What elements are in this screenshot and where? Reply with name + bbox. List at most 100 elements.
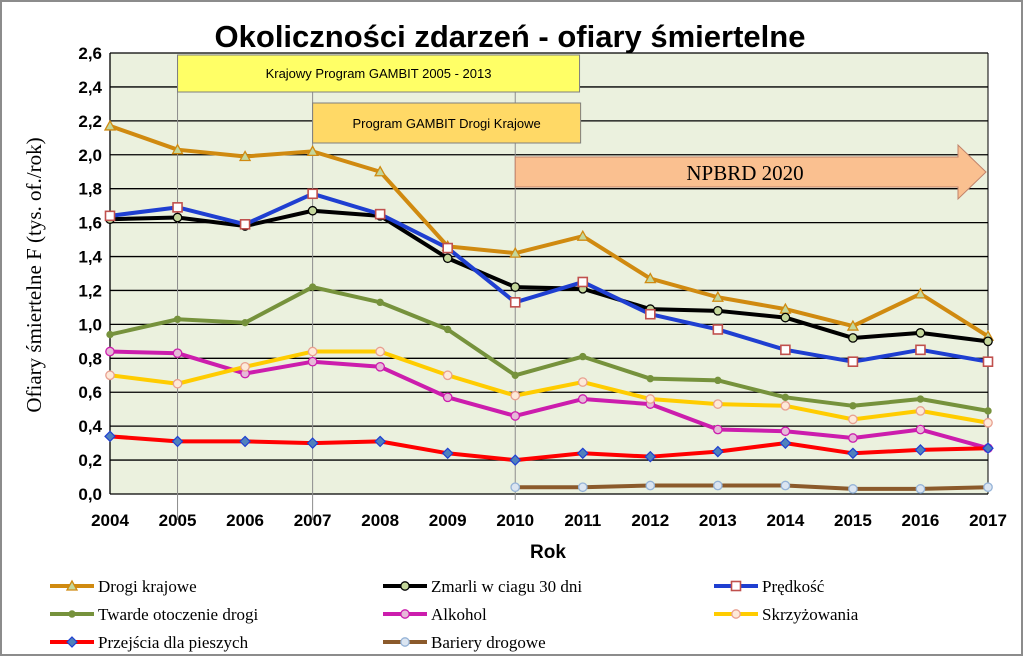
- data-point: [172, 212, 183, 223]
- x-tick-label: 2007: [294, 511, 332, 530]
- data-point: [308, 283, 317, 291]
- x-tick-label: 2015: [834, 511, 872, 530]
- data-point: [780, 480, 791, 491]
- data-point: [849, 402, 857, 410]
- data-point: [576, 229, 589, 241]
- x-tick-labels: 2004 2005 2006 2007 2008 2009 2010 2011 2012 2013…: [91, 511, 1007, 530]
- data-point: [577, 377, 588, 387]
- legend-item: Alkohol: [383, 605, 487, 624]
- x-tick-label: 2006: [226, 511, 264, 530]
- legend-label: Skrzyżowania: [762, 605, 859, 624]
- data-point: [712, 424, 723, 435]
- data-point: [915, 406, 926, 416]
- annotation-gambit-box: [177, 54, 581, 93]
- data-point: [374, 208, 386, 220]
- y-tick-label: 2,2: [78, 112, 102, 131]
- annotation-gambit-dk-label: Program GAMBIT Drogi Krajowe: [352, 116, 540, 131]
- legend-item: Twarde otoczenie drogi: [50, 605, 259, 624]
- data-point: [104, 210, 116, 222]
- data-point: [106, 330, 114, 339]
- data-point: [306, 437, 319, 449]
- data-point: [172, 378, 183, 389]
- data-point: [847, 447, 859, 460]
- data-point: [712, 305, 723, 316]
- y-tick-label: 0,4: [78, 417, 102, 436]
- data-point: [577, 482, 588, 493]
- data-point: [848, 433, 858, 443]
- y-tick-label: 1,6: [78, 214, 102, 233]
- data-point: [375, 346, 386, 357]
- legend-item: Zmarli w ciagu 30 dni: [383, 577, 582, 596]
- legend-item: Bariery drogowe: [383, 633, 546, 652]
- series-line: [108, 349, 990, 425]
- series-line: [108, 123, 990, 339]
- data-point: [307, 188, 318, 200]
- data-point: [511, 371, 519, 379]
- data-point: [982, 442, 994, 455]
- y-axis-title: Ofiary śmiertelne F (tys. of./rok): [22, 137, 46, 412]
- data-point: [780, 344, 791, 356]
- data-point: [375, 361, 386, 372]
- data-point: [645, 308, 656, 320]
- data-point: [442, 370, 453, 381]
- data-point: [646, 374, 655, 383]
- data-point: [510, 390, 521, 401]
- data-point: [577, 394, 588, 404]
- data-point: [915, 484, 926, 494]
- data-point: [780, 312, 791, 323]
- x-tick-label: 2010: [496, 511, 534, 530]
- legend-item: Drogi krajowe: [50, 577, 197, 596]
- x-tick-label: 2005: [159, 511, 197, 530]
- y-tick-label: 0,8: [78, 349, 102, 368]
- y-tick-label: 1,8: [78, 180, 102, 199]
- data-point: [714, 376, 722, 385]
- data-point: [780, 426, 791, 437]
- data-point: [442, 242, 453, 254]
- data-point: [915, 424, 926, 435]
- data-point: [846, 319, 860, 331]
- data-point: [307, 346, 318, 357]
- data-point: [914, 444, 927, 456]
- data-point: [441, 447, 454, 460]
- data-point: [645, 394, 656, 404]
- data-point: [443, 325, 452, 334]
- legend: Drogi krajowe Zmarli w ciagu 30 dni Prędko…: [50, 577, 859, 652]
- data-point: [914, 287, 927, 299]
- data-point: [374, 435, 387, 448]
- legend-label: Bariery drogowe: [431, 633, 546, 652]
- data-point: [65, 579, 79, 591]
- data-point: [172, 348, 183, 359]
- data-point: [731, 609, 741, 619]
- y-tick-label: 1,2: [78, 281, 102, 300]
- data-point: [644, 450, 657, 463]
- data-point: [983, 417, 993, 428]
- data-point: [442, 253, 453, 264]
- data-point: [982, 356, 994, 368]
- legend-label: Twarde otoczenie drogi: [98, 605, 259, 624]
- data-point: [848, 414, 858, 425]
- annotation-gambit-dk-box: [312, 102, 582, 144]
- data-point: [173, 315, 182, 323]
- legend-label: Przejścia dla pieszych: [98, 633, 249, 652]
- data-point: [781, 393, 790, 402]
- data-point: [576, 447, 589, 460]
- data-point: [307, 205, 318, 216]
- series-layer: [103, 119, 995, 494]
- data-point: [983, 336, 993, 347]
- data-point: [509, 454, 522, 466]
- data-point: [238, 150, 252, 162]
- data-point: [780, 400, 791, 411]
- x-tick-label: 2016: [902, 511, 940, 530]
- series-line: [108, 191, 990, 364]
- legend-item: Skrzyżowania: [714, 605, 859, 624]
- data-point: [983, 482, 993, 493]
- y-tick-label: 2,0: [78, 146, 102, 165]
- x-tick-label: 2009: [429, 511, 467, 530]
- data-point: [730, 580, 742, 592]
- data-point: [711, 445, 724, 458]
- data-point: [400, 609, 410, 619]
- series-pr-dko-: [104, 188, 994, 368]
- data-point: [68, 610, 76, 618]
- data-point: [915, 344, 926, 356]
- data-point: [105, 346, 115, 357]
